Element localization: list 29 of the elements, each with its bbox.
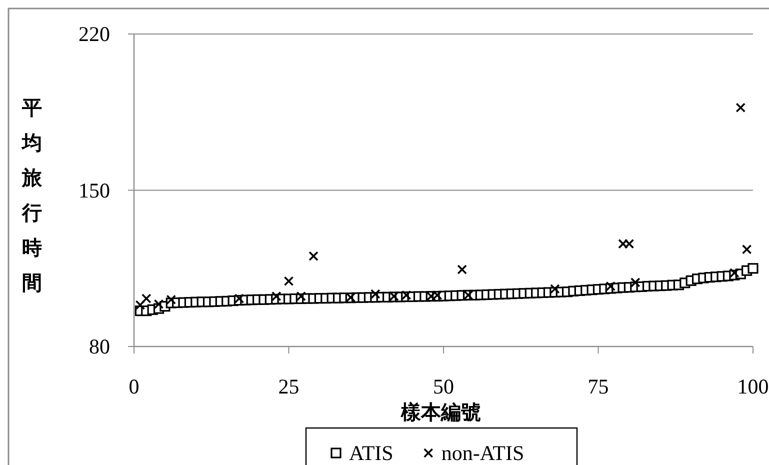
x-tick-label: 25: [278, 374, 300, 398]
point: [630, 278, 640, 288]
point: [457, 264, 467, 274]
y-tick-label: 80: [89, 334, 110, 358]
point: [370, 289, 380, 299]
point: [166, 294, 176, 305]
x-tick-label: 100: [737, 374, 769, 398]
point: [730, 268, 740, 278]
point: [154, 299, 164, 309]
point: [234, 294, 244, 304]
y-tick-label: 220: [78, 22, 110, 46]
point: [606, 281, 616, 292]
point: [141, 294, 152, 304]
point: [284, 276, 294, 286]
legend-label: ATIS: [349, 441, 394, 465]
point: [742, 244, 752, 254]
point: [308, 251, 318, 261]
point: [736, 102, 746, 113]
y-axis-title: 平均旅行時間: [21, 98, 43, 294]
point: [135, 300, 146, 310]
point: [296, 291, 306, 302]
x-tick-label: 0: [128, 374, 140, 398]
x-axis-title: 樣本編號: [400, 401, 481, 424]
y-tick-label: 150: [78, 178, 110, 202]
point: [550, 284, 560, 294]
x-tick-label: 75: [588, 374, 609, 398]
point: [271, 291, 282, 302]
legend-label: non-ATIS: [441, 441, 524, 465]
x-tick-label: 50: [433, 374, 454, 398]
